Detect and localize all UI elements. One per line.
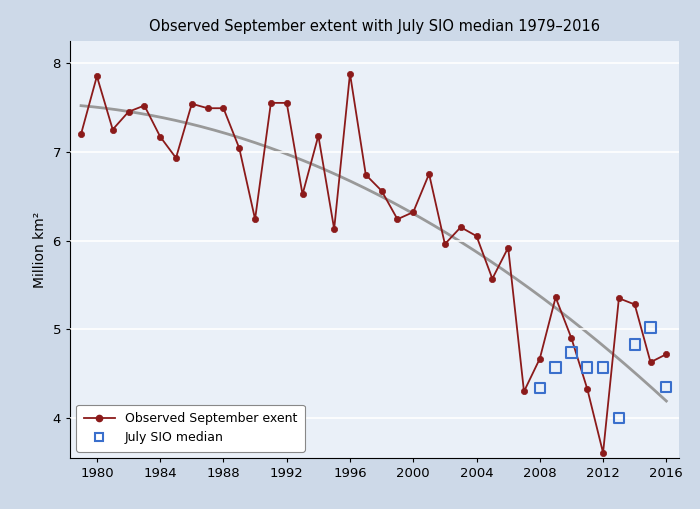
Observed September exent xyxy=(125,109,133,115)
Line: Observed September exent: Observed September exent xyxy=(78,70,669,456)
Observed September exent xyxy=(362,172,370,178)
July SIO median xyxy=(566,348,577,356)
Observed September exent xyxy=(488,276,496,282)
Observed September exent xyxy=(172,155,180,161)
Observed September exent xyxy=(631,301,639,307)
Observed September exent xyxy=(456,224,465,230)
Observed September exent xyxy=(219,105,228,111)
Observed September exent xyxy=(251,216,259,222)
Title: Observed September extent with July SIO median 1979–2016: Observed September extent with July SIO … xyxy=(149,19,600,34)
Observed September exent xyxy=(409,209,417,215)
Observed September exent xyxy=(662,351,671,357)
July SIO median xyxy=(645,324,656,332)
Observed September exent xyxy=(520,388,528,394)
July SIO median xyxy=(613,414,624,422)
Legend: Observed September exent, July SIO median: Observed September exent, July SIO media… xyxy=(76,405,305,452)
Observed September exent xyxy=(552,294,560,300)
Observed September exent xyxy=(298,191,307,197)
July SIO median xyxy=(582,363,593,372)
Observed September exent xyxy=(583,386,592,392)
Observed September exent xyxy=(92,73,101,79)
Observed September exent xyxy=(425,171,433,177)
Observed September exent xyxy=(330,226,338,232)
Observed September exent xyxy=(377,188,386,194)
Observed September exent xyxy=(615,295,623,301)
Observed September exent xyxy=(235,145,244,151)
Observed September exent xyxy=(140,102,148,108)
Observed September exent xyxy=(536,356,544,362)
Observed September exent xyxy=(77,131,85,137)
Observed September exent xyxy=(599,450,608,456)
July SIO median xyxy=(629,341,641,349)
Observed September exent xyxy=(204,105,212,111)
Observed September exent xyxy=(646,359,654,365)
Y-axis label: Million km²: Million km² xyxy=(33,211,47,288)
Observed September exent xyxy=(156,133,164,139)
Observed September exent xyxy=(567,335,575,341)
Observed September exent xyxy=(441,241,449,247)
July SIO median xyxy=(550,363,561,372)
Observed September exent xyxy=(473,233,481,239)
Observed September exent xyxy=(346,71,354,77)
Observed September exent xyxy=(283,100,291,106)
Observed September exent xyxy=(267,100,275,106)
Observed September exent xyxy=(314,133,323,139)
Observed September exent xyxy=(188,101,196,107)
July SIO median xyxy=(534,384,545,392)
Observed September exent xyxy=(393,216,402,222)
Observed September exent xyxy=(108,126,117,132)
July SIO median xyxy=(661,383,672,391)
July SIO median xyxy=(598,363,609,372)
Observed September exent xyxy=(504,245,512,251)
